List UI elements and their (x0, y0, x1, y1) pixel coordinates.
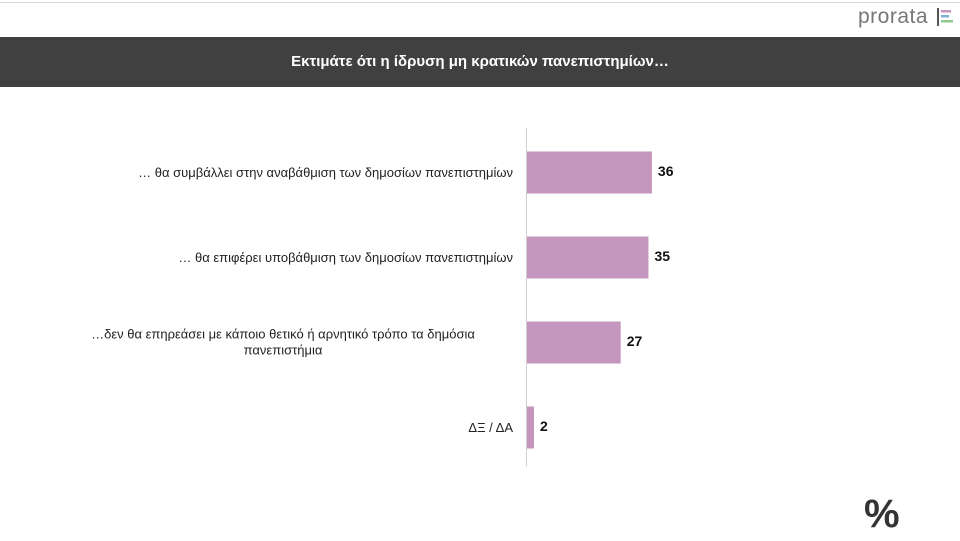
value-label: 27 (627, 333, 643, 349)
chart-title: Εκτιμάτε ότι η ίδρυση μη κρατικών πανεπι… (291, 53, 669, 70)
category-label: … θα συμβάλλει στην αναβάθμιση των δημοσ… (138, 164, 513, 180)
value-label: 36 (658, 163, 674, 179)
title-banner (0, 37, 960, 87)
value-label: 2 (540, 418, 548, 434)
bar (527, 151, 652, 194)
category-label-box: ΔΞ / ΔΑ (468, 419, 513, 437)
category-label: … θα επιφέρει υποβάθμιση των δημοσίων πα… (178, 249, 513, 265)
logo: prorata (858, 5, 929, 28)
logo-icon (937, 8, 953, 26)
category-label-box: … θα συμβάλλει στην αναβάθμιση των δημοσ… (138, 164, 513, 182)
bar (527, 236, 649, 279)
category-label: ΔΞ / ΔΑ (468, 419, 513, 435)
category-label-box: … θα επιφέρει υποβάθμιση των δημοσίων πα… (178, 249, 513, 267)
bar (527, 406, 534, 449)
value-label: 35 (654, 248, 670, 264)
category-label: …δεν θα επηρεάσει με κάποιο θετικό ή αρν… (91, 326, 475, 357)
footer-symbol: % (864, 492, 900, 536)
top-rule (0, 2, 960, 3)
bar (527, 321, 621, 364)
category-label-box: …δεν θα επηρεάσει με κάποιο θετικό ή αρν… (53, 326, 513, 359)
